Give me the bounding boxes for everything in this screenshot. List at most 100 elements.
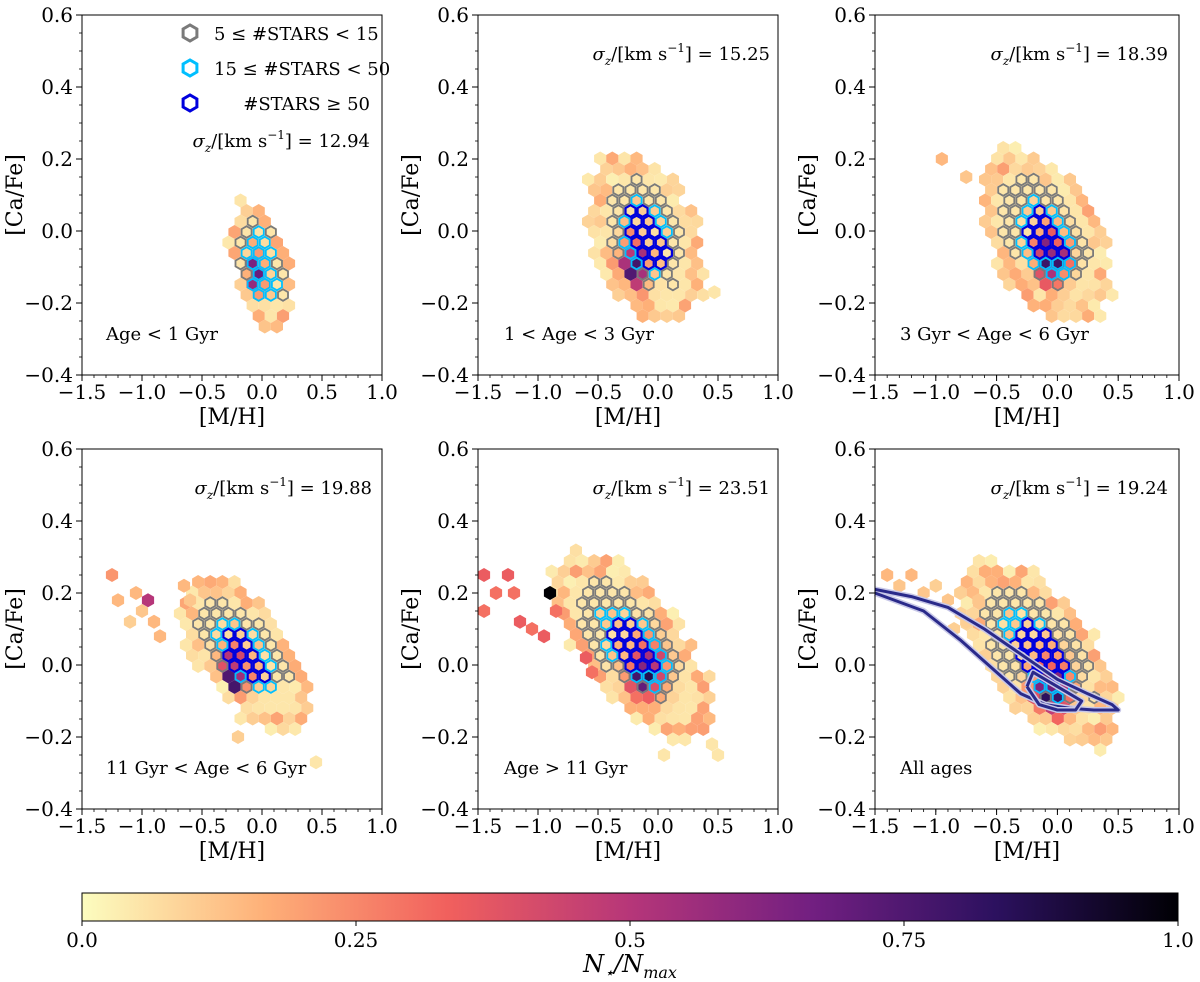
hex-count-outline xyxy=(667,277,679,292)
hex-bin-outlier xyxy=(105,568,119,582)
hex-count-outline xyxy=(1045,658,1058,674)
hex-count-outline xyxy=(264,680,277,694)
hex-count-outline xyxy=(264,288,277,302)
hex-count-outline xyxy=(1039,256,1052,271)
hex-count-outline xyxy=(991,606,1004,621)
panel-3: −1.5 −1.0 −0.5 0.0 0.5 1.0 −0.4 −0.2 0.0 0.2 0.4 0.… xyxy=(796,3,1195,430)
hex-bin xyxy=(1051,711,1064,726)
hex-bin xyxy=(234,585,247,600)
hex-bin xyxy=(672,204,686,218)
y-axis-label: [Ca/Fe] xyxy=(3,588,28,670)
hex-bin xyxy=(660,617,673,631)
hex-count-outline xyxy=(198,606,211,621)
hex-count-outline xyxy=(264,246,277,260)
hex-bin xyxy=(630,277,643,292)
hex-count-outline xyxy=(630,256,643,271)
hex-bin xyxy=(672,638,686,652)
hex-bin xyxy=(575,638,589,652)
hex-count-outline xyxy=(198,627,211,642)
hex-bin xyxy=(606,690,619,705)
hex-bin xyxy=(1076,627,1089,642)
hex-bin xyxy=(666,606,679,621)
hex-count-outline xyxy=(997,225,1010,239)
hex-count-outline xyxy=(1064,627,1076,642)
hex-bin xyxy=(642,172,655,187)
x-tick-label: 1.0 xyxy=(762,380,794,404)
y-tick-label: 0.4 xyxy=(41,509,73,533)
hex-bin xyxy=(672,267,686,281)
x-tick-label: 1.0 xyxy=(366,814,398,838)
hex-count-outline xyxy=(618,235,631,250)
hex-bin xyxy=(1045,596,1058,610)
hex-bin xyxy=(1069,183,1083,197)
hex-bin xyxy=(1106,288,1119,302)
hex-bin xyxy=(1069,288,1083,302)
hex-count-outline xyxy=(648,245,661,261)
hex-bin xyxy=(1033,162,1046,176)
hex-count-outline xyxy=(1027,606,1040,621)
hex-count-outline xyxy=(1039,235,1052,250)
hex-count-outline xyxy=(234,606,247,621)
hex-bin-outlier xyxy=(489,586,503,600)
hex-bin xyxy=(252,596,265,610)
hex-bin xyxy=(228,575,241,589)
hex-bin xyxy=(1063,298,1076,313)
hex-bin xyxy=(594,193,607,208)
hex-bin xyxy=(588,183,601,197)
hex-count-outline xyxy=(624,637,637,653)
hex-count-outline xyxy=(1051,648,1064,663)
hex-bin xyxy=(588,225,601,239)
hex-count-outline xyxy=(648,638,661,652)
hex-bin xyxy=(240,288,253,302)
hex-bin xyxy=(276,680,290,694)
hex-count-outline xyxy=(630,648,643,663)
hex-bin xyxy=(1094,309,1107,323)
hex-count-outline xyxy=(618,585,631,600)
hex-count-outline xyxy=(1039,648,1052,663)
hex-count-outline xyxy=(252,638,265,652)
hex-bin xyxy=(1015,564,1028,579)
y-tick-label: 0.2 xyxy=(834,581,866,605)
y-tick-label: 0.0 xyxy=(834,219,866,243)
hex-bin-outlier xyxy=(129,586,143,600)
hex-bin-outlier xyxy=(477,604,491,618)
hex-bin xyxy=(672,309,686,323)
hex-count-outline xyxy=(1051,235,1064,250)
hex-bin xyxy=(1027,711,1040,726)
hex-bin xyxy=(557,585,570,600)
hex-count-outline xyxy=(240,637,253,653)
hex-count-outline xyxy=(252,225,265,239)
hex-count-outline xyxy=(600,575,613,589)
hex-count-outline xyxy=(1033,680,1046,694)
hex-bin xyxy=(697,680,710,694)
hex-bin xyxy=(192,659,205,673)
y-tick-label: 0.6 xyxy=(41,3,73,27)
hex-bin xyxy=(594,151,607,166)
y-axis-label: [Ca/Fe] xyxy=(3,154,28,236)
hex-count-outline xyxy=(1033,596,1046,610)
hex-bin xyxy=(1069,309,1083,323)
hex-bin xyxy=(979,193,992,208)
hex-bin xyxy=(697,267,710,281)
hex-bin-outlier xyxy=(549,604,563,618)
x-tick-label: 0.5 xyxy=(702,814,734,838)
hex-bin xyxy=(1051,298,1064,313)
hex-count-outline xyxy=(630,172,643,187)
hex-count-outline xyxy=(648,658,661,674)
hex-bin xyxy=(1021,162,1034,176)
x-tick-label: −1.0 xyxy=(118,814,167,838)
hex-count-outline xyxy=(264,225,277,239)
hex-count-outline xyxy=(283,669,296,684)
x-axis-label: [M/H] xyxy=(994,839,1060,864)
hex-count-outline xyxy=(1057,638,1070,652)
hex-count-outline xyxy=(252,267,265,281)
hex-bin xyxy=(630,711,643,726)
hex-bin xyxy=(624,701,637,715)
hex-bin xyxy=(264,701,277,715)
hex-count-outline xyxy=(264,638,277,652)
hex-count-outline xyxy=(1045,183,1058,197)
hex-bin xyxy=(1003,151,1016,166)
x-tick-label: 0.5 xyxy=(306,380,338,404)
hex-bin xyxy=(618,151,631,166)
hex-count-outline xyxy=(654,193,667,208)
